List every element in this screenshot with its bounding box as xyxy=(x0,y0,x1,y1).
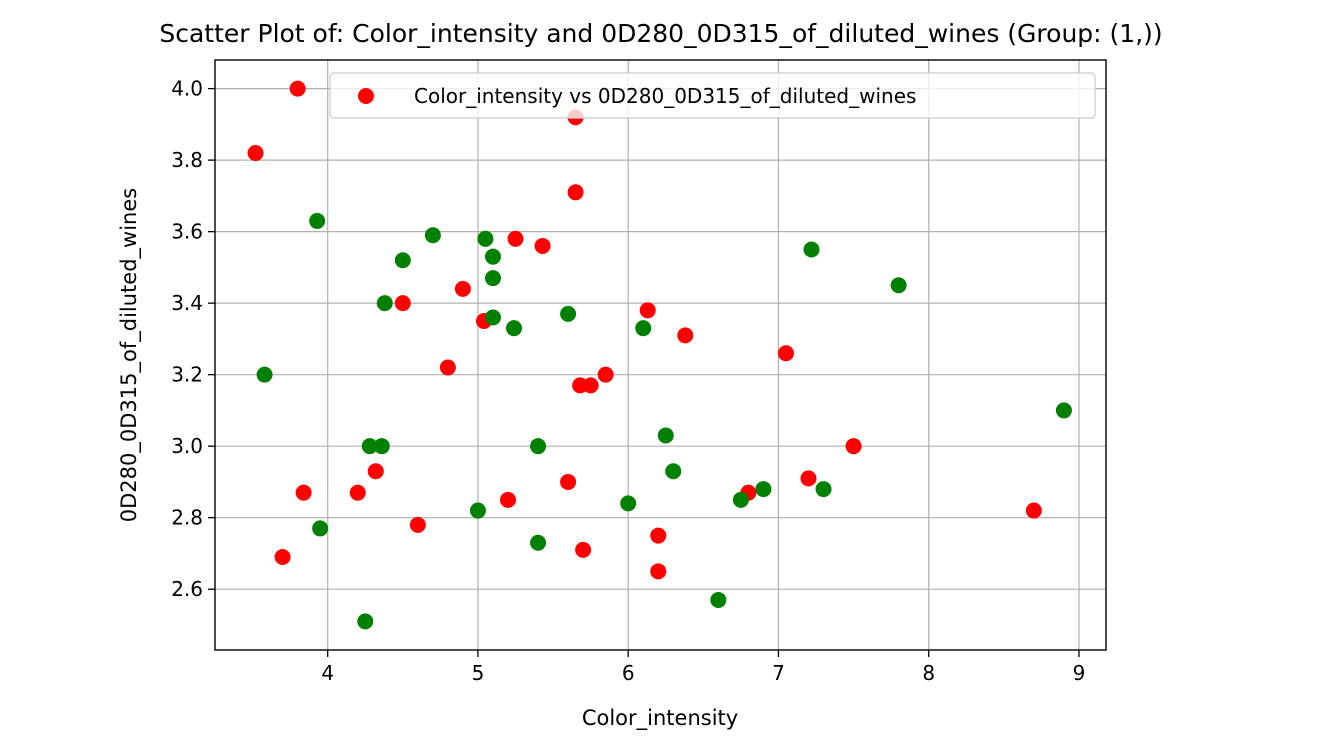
data-point xyxy=(534,237,551,254)
data-point xyxy=(1055,402,1072,419)
data-point xyxy=(247,144,264,161)
data-point xyxy=(890,277,907,294)
y-tick-label: 3.0 xyxy=(171,434,203,458)
data-points xyxy=(247,80,1072,630)
data-point xyxy=(295,484,312,501)
y-tick-label: 2.6 xyxy=(171,577,203,601)
data-point xyxy=(394,252,411,269)
x-tick-label: 4 xyxy=(321,661,334,685)
x-tick-label: 7 xyxy=(772,661,785,685)
data-point xyxy=(677,327,694,344)
y-tick-label: 3.2 xyxy=(171,363,203,387)
x-axis-label: Color_intensity xyxy=(582,706,738,731)
data-point xyxy=(582,377,599,394)
data-point xyxy=(803,241,820,258)
data-point xyxy=(499,491,516,508)
y-tick-label: 3.8 xyxy=(171,148,203,172)
data-point xyxy=(530,534,547,551)
data-point xyxy=(484,309,501,326)
data-point xyxy=(800,470,817,487)
data-point xyxy=(567,184,584,201)
plot-frame xyxy=(214,59,1107,651)
y-tick-label: 3.4 xyxy=(171,291,203,315)
data-point xyxy=(560,473,577,490)
data-point xyxy=(530,438,547,455)
x-tick-label: 8 xyxy=(922,661,935,685)
data-point xyxy=(361,438,378,455)
data-point xyxy=(256,366,273,383)
axis-ticks: 4 5 6 7 8 9 2.6 2.8 3.0 3.2 3.4 3.6 3.8 4.0 xyxy=(171,77,1085,685)
data-point xyxy=(1025,502,1042,519)
chart-title: Scatter Plot of: Color_intensity and 0D2… xyxy=(159,19,1162,48)
data-point xyxy=(755,481,772,498)
y-axis-label: 0D280_0D315_of_diluted_wines xyxy=(117,188,142,522)
legend-box xyxy=(329,72,1096,119)
data-point xyxy=(732,491,749,508)
data-point xyxy=(477,230,494,247)
data-point xyxy=(409,516,426,533)
x-tick-label: 9 xyxy=(1073,661,1086,685)
legend-label: Color_intensity vs 0D280_0D315_of_dilute… xyxy=(414,84,916,108)
legend-marker xyxy=(358,88,374,104)
data-point xyxy=(635,320,652,337)
legend: Color_intensity vs 0D280_0D315_of_dilute… xyxy=(329,72,1096,119)
data-point xyxy=(469,502,486,519)
data-point xyxy=(454,280,471,297)
data-point xyxy=(424,227,441,244)
data-point xyxy=(373,438,390,455)
data-point xyxy=(620,495,637,512)
data-point xyxy=(575,541,592,558)
data-point xyxy=(506,320,523,337)
data-point xyxy=(507,230,524,247)
data-point xyxy=(484,270,501,287)
x-tick-label: 6 xyxy=(622,661,635,685)
data-point xyxy=(484,248,501,265)
data-point xyxy=(394,295,411,312)
data-point xyxy=(439,359,456,376)
data-point xyxy=(357,613,374,630)
data-point xyxy=(274,549,291,566)
data-point xyxy=(815,481,832,498)
data-point xyxy=(289,80,306,97)
data-point xyxy=(376,295,393,312)
data-point xyxy=(650,563,667,580)
data-point xyxy=(657,427,674,444)
y-tick-label: 4.0 xyxy=(171,77,203,101)
data-point xyxy=(710,591,727,608)
x-tick-label: 5 xyxy=(472,661,485,685)
data-point xyxy=(665,463,682,480)
data-point xyxy=(777,345,794,362)
y-tick-label: 2.8 xyxy=(171,506,203,530)
data-point xyxy=(349,484,366,501)
data-point xyxy=(312,520,329,537)
data-point xyxy=(560,305,577,322)
grid-lines xyxy=(215,60,1106,650)
data-point xyxy=(367,463,384,480)
data-point xyxy=(597,366,614,383)
data-point xyxy=(845,438,862,455)
y-tick-label: 3.6 xyxy=(171,220,203,244)
data-point xyxy=(309,212,326,229)
data-point xyxy=(639,302,656,319)
data-point xyxy=(650,527,667,544)
